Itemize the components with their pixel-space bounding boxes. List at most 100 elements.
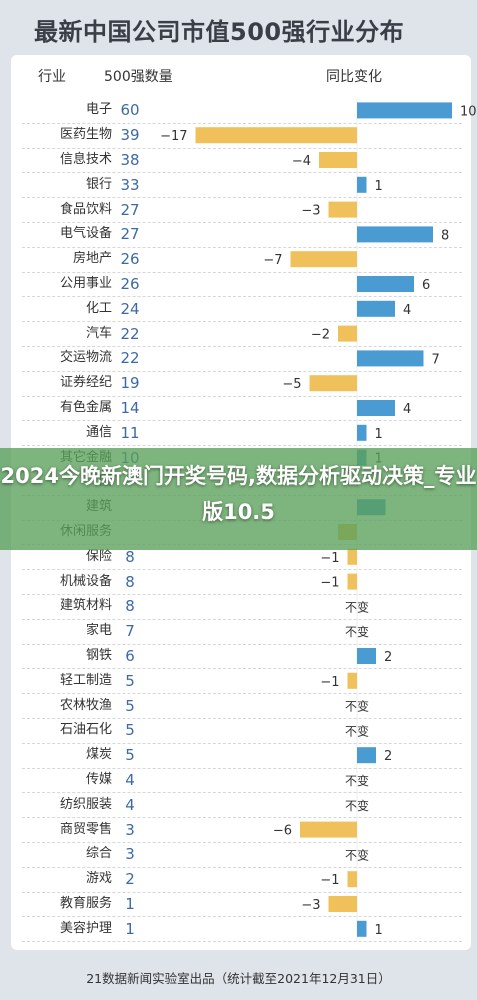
change-value-label: 2: [384, 650, 392, 665]
change-value-label: −6: [273, 824, 292, 839]
row-divider: [22, 420, 462, 422]
change-value-label: 4: [403, 303, 411, 318]
change-bar: [357, 400, 395, 416]
change-value-label: −5: [282, 377, 301, 392]
industry-label: 纺织服装: [59, 796, 112, 812]
change-value-label: −4: [292, 154, 311, 169]
industry-label: 综合: [85, 846, 112, 862]
count-label: 39: [120, 126, 140, 145]
change-bar: [347, 573, 357, 590]
chart-title: 最新中国公司市值500强行业分布: [34, 18, 405, 46]
count-label: 1: [125, 919, 135, 938]
industry-label: 食品饮料: [59, 201, 112, 217]
change-value-label: 10: [460, 104, 477, 119]
count-label: 22: [120, 349, 140, 368]
change-bar: [309, 375, 357, 392]
change-value-label: 8: [441, 228, 449, 243]
industry-label: 电子: [85, 102, 112, 118]
no-change-label: 不变: [345, 723, 369, 738]
row-divider: [22, 941, 462, 943]
row-divider: [22, 395, 462, 398]
header-change: 同比变化: [326, 69, 382, 85]
change-bar: [357, 350, 424, 367]
count-label: 60: [120, 101, 140, 120]
change-value-label: −1: [320, 576, 339, 591]
change-value-label: 6: [422, 278, 430, 293]
industry-label: 美容护理: [59, 920, 112, 936]
change-value-label: 1: [375, 179, 383, 194]
change-bar: [357, 424, 367, 441]
row-divider: [22, 296, 462, 298]
change-value-label: −1: [320, 873, 339, 888]
count-label: 27: [120, 225, 140, 244]
count-label: 4: [125, 795, 135, 814]
industry-label: 机械设备: [59, 573, 112, 589]
change-bar: [357, 176, 367, 193]
no-change-label: 不变: [345, 798, 369, 813]
count-label: 26: [120, 275, 140, 293]
row-divider: [22, 370, 462, 373]
row-divider: [22, 271, 462, 274]
no-change-label: 不变: [345, 773, 369, 788]
promo-overlay-text: 2024今晚新澳门开奖号码,数据分析驱动决策_专业版10.5: [0, 464, 477, 524]
count-label: 8: [125, 547, 135, 566]
change-value-label: −17: [160, 129, 187, 144]
industry-label: 教育服务: [59, 896, 112, 911]
row-divider: [22, 718, 462, 720]
industry-label: 证券经纪: [59, 375, 112, 391]
change-value-label: −7: [263, 253, 282, 268]
count-label: 38: [120, 151, 140, 169]
no-change-label: 不变: [345, 599, 369, 614]
change-bar: [357, 102, 452, 119]
footer-note: 21数据新闻实验室出品（统计截至2021年12月31日）: [86, 971, 391, 986]
industry-label: 建筑材料: [59, 598, 112, 614]
row-divider: [22, 569, 462, 571]
industry-label: 农林牧渔: [59, 697, 112, 713]
row-divider: [22, 122, 462, 125]
industry-label: 游戏: [85, 871, 112, 887]
count-label: 22: [120, 324, 140, 343]
row-divider: [22, 891, 462, 894]
row-divider: [22, 792, 462, 794]
count-label: 3: [125, 820, 135, 839]
no-change-label: 不变: [345, 624, 369, 639]
row-divider: [22, 172, 462, 174]
change-value-label: −2: [311, 328, 330, 343]
row-divider: [22, 742, 462, 745]
row-divider: [22, 668, 462, 670]
row-divider: [22, 346, 462, 348]
industry-label: 化工: [85, 300, 112, 316]
row-divider: [22, 197, 462, 199]
change-bar: [290, 251, 357, 268]
change-bar: [338, 325, 357, 342]
change-bar: [195, 127, 357, 144]
no-change-label: 不变: [345, 699, 369, 714]
industry-label: 交运物流: [59, 350, 112, 366]
industry-label: 信息技术: [59, 152, 112, 167]
row-divider: [22, 147, 462, 150]
count-label: 33: [120, 175, 140, 194]
row-divider: [22, 246, 462, 249]
industry-label: 有色金属: [59, 400, 112, 415]
row-divider: [22, 643, 462, 646]
count-label: 2: [125, 870, 135, 889]
change-bar: [357, 920, 367, 937]
industry-label: 房地产: [72, 251, 112, 267]
change-bar: [357, 648, 376, 664]
industry-label: 保险: [85, 548, 112, 564]
change-bar: [347, 548, 357, 565]
row-divider: [22, 817, 462, 819]
change-bar: [347, 672, 357, 689]
count-label: 5: [125, 746, 135, 765]
industry-label: 电气设备: [59, 226, 112, 242]
change-bar: [300, 821, 357, 838]
row-divider: [22, 594, 462, 596]
change-bar: [357, 276, 414, 292]
row-divider: [22, 866, 462, 869]
count-label: 8: [125, 597, 135, 616]
count-label: 5: [125, 671, 135, 690]
change-bar: [319, 152, 357, 168]
industry-label: 汽车: [85, 325, 112, 341]
count-label: 14: [120, 399, 140, 417]
change-value-label: 7: [432, 352, 440, 367]
